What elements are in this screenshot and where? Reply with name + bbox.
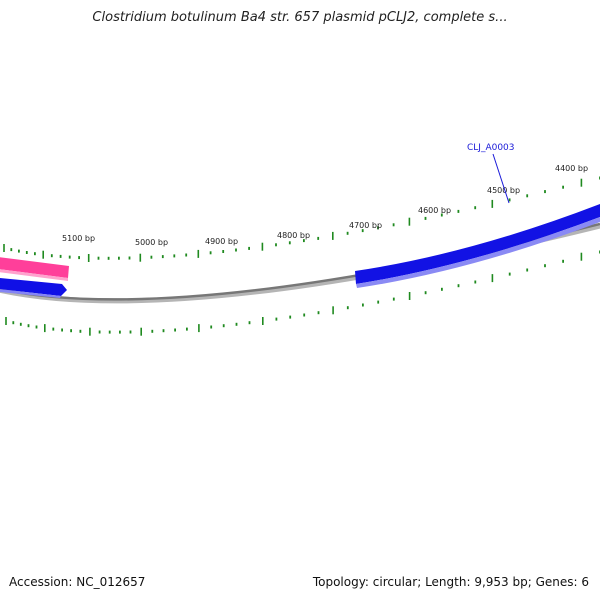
map-title: Clostridium botulinum Ba4 str. 657 plasm…: [92, 10, 508, 25]
gene-arc-CLJ_A0003-shade: [356, 217, 600, 288]
ruler-tick-label: 4600 bp: [418, 206, 451, 215]
gene-arc-reverse-strand[interactable]: [0, 256, 69, 278]
gene-label-CLJ_A0003[interactable]: CLJ_A0003: [467, 143, 515, 153]
accession-label: Accession: NC_012657: [9, 575, 146, 589]
tick-label-layer: 5100 bp 5000 bp 4900 bp 4800 bp 4700 bp 4600 …: [62, 164, 588, 247]
ruler-tick-label: 4900 bp: [205, 237, 238, 246]
gene-label-leader-line: [492, 153, 510, 204]
ruler-tick-label: 4400 bp: [555, 164, 588, 173]
inner-tick-ring: [5, 250, 600, 336]
ruler-tick-label: 4700 bp: [349, 221, 382, 230]
gene-arc-forward-strand-left-shade: [0, 289, 61, 298]
ruler-tick-label: 5100 bp: [62, 234, 95, 243]
ruler-tick-label: 4500 bp: [487, 186, 520, 195]
topology-summary: Topology: circular; Length: 9,953 bp; Ge…: [312, 575, 589, 589]
ruler-tick-label: 4800 bp: [277, 231, 310, 240]
outer-tick-ring: [3, 176, 600, 262]
ruler-tick-label: 5000 bp: [135, 238, 168, 247]
gene-arc-forward-strand-left[interactable]: [0, 277, 67, 296]
gene-arc-reverse-strand-shade: [0, 269, 68, 281]
gene-arc-CLJ_A0003[interactable]: [355, 204, 600, 284]
